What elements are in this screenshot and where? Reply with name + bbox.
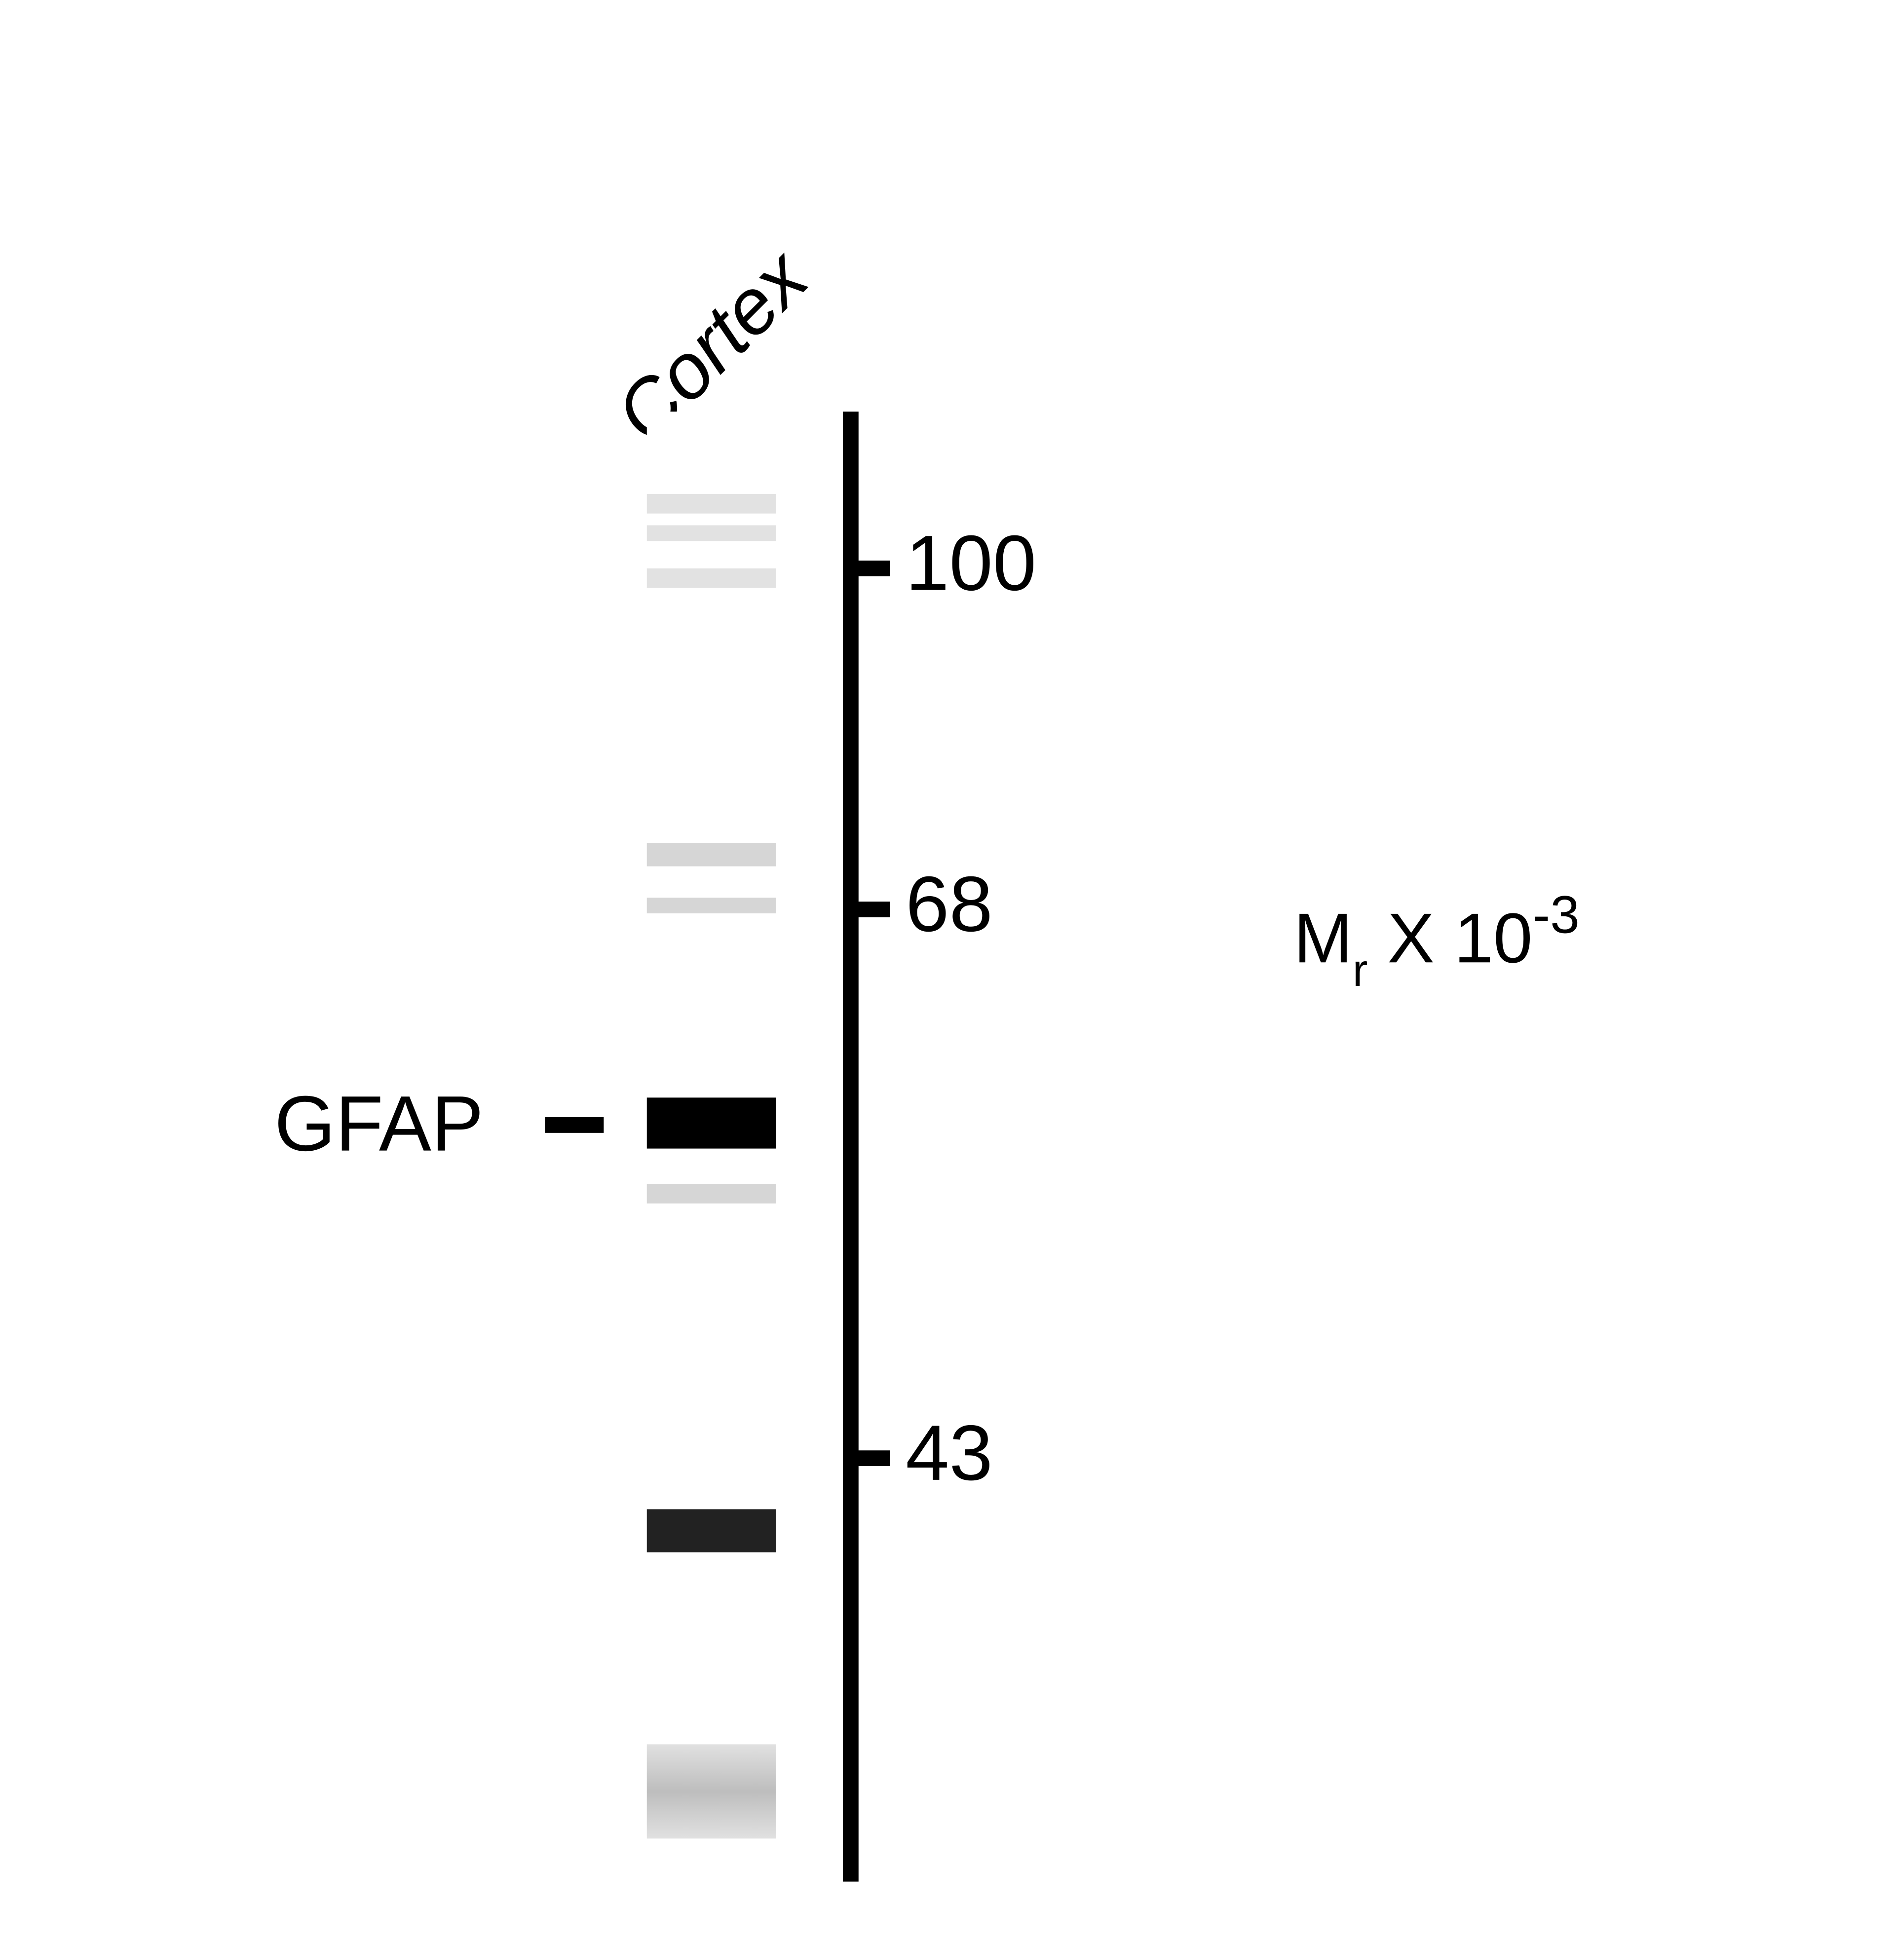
band-faint-1 [647,494,776,514]
band-smear-1 [647,1744,776,1839]
mw-ruler-line [843,412,859,1882]
band-faint-3 [647,568,776,588]
band-faint-4 [647,843,776,867]
band-faint-6 [647,1509,776,1552]
mw-tick-68 [843,902,890,917]
band-faint-5 [647,1184,776,1204]
band-gfap-main [647,1097,776,1148]
axis-title-mr: Mr X 10-3 [1294,890,1580,990]
mw-label-100: 100 [906,522,1036,610]
protein-tag-tick [545,1117,604,1133]
blot-lane [647,412,776,1882]
mw-label-68: 68 [906,863,993,951]
protein-tag-gfap: GFAP [274,1082,484,1170]
band-faint-4b [647,898,776,913]
mw-tick-100 [843,561,890,576]
band-faint-2 [647,525,776,541]
western-blot-figure: Cortex GFAP Mr X 10-3 1006843 [0,0,1894,1960]
mw-label-43: 43 [906,1411,993,1500]
mw-tick-43 [843,1450,890,1466]
